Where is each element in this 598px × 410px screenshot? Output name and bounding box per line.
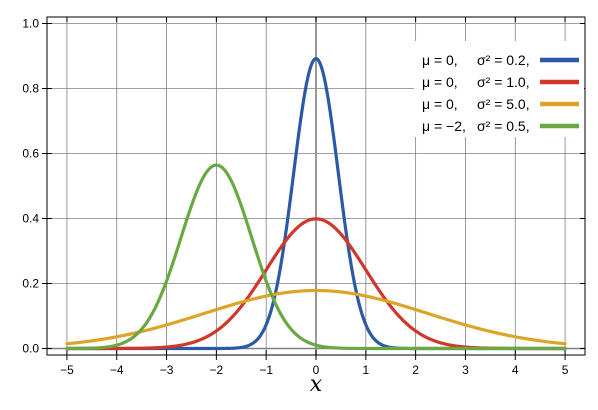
tick-labels: −5 −4 −3 −2 −1 0 1 2 3 4 5 0.0 0.2 0.4 0.6 0.8 1.0	[22, 17, 568, 378]
x-tick-label: −4	[110, 363, 124, 377]
legend-background	[414, 41, 584, 137]
x-tick-label: 4	[512, 363, 519, 377]
legend-label-mu: μ = −2,	[422, 118, 466, 134]
legend-label-sigma: σ² = 1.0,	[477, 74, 530, 90]
legend-label-mu: μ = 0,	[422, 96, 458, 112]
ticks	[42, 17, 585, 360]
series-layer	[65, 56, 567, 351]
y-tick-label: 0.2	[22, 277, 39, 291]
x-tick-label: 3	[462, 363, 469, 377]
y-tick-label: 0.0	[22, 342, 39, 356]
legend: μ = 0, σ² = 0.2, μ = 0, σ² = 1.0, μ = 0, σ² =…	[414, 41, 584, 137]
x-axis-title: x	[310, 372, 323, 397]
x-tick-label: −2	[210, 363, 224, 377]
legend-label-mu: μ = 0,	[422, 74, 458, 90]
x-tick-label: −5	[60, 363, 74, 377]
series-line-3	[65, 288, 567, 346]
x-tick-label: 5	[562, 363, 569, 377]
x-tick-label: −1	[259, 363, 273, 377]
x-tick-label: −3	[160, 363, 174, 377]
legend-label-sigma: σ² = 0.2,	[477, 52, 530, 68]
legend-label-sigma: σ² = 0.5,	[477, 118, 530, 134]
y-tick-label: 0.4	[22, 212, 39, 226]
y-tick-label: 1.0	[22, 17, 39, 31]
x-tick-label: 0	[313, 363, 320, 377]
legend-label-sigma: σ² = 5.0,	[477, 96, 530, 112]
x-tick-label: 1	[362, 363, 369, 377]
y-tick-label: 0.8	[22, 82, 39, 96]
y-tick-label: 0.6	[22, 147, 39, 161]
series-line-4	[65, 163, 567, 351]
legend-label-mu: μ = 0,	[422, 52, 458, 68]
x-tick-label: 2	[412, 363, 419, 377]
